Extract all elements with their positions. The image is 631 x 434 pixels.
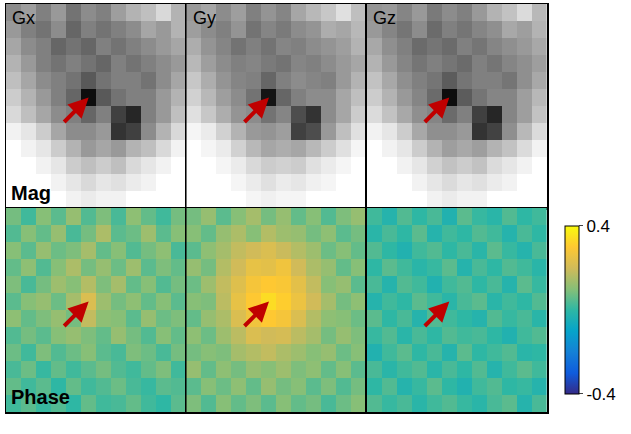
svg-text:0.4: 0.4 bbox=[586, 217, 610, 236]
svg-text:Gy: Gy bbox=[193, 8, 216, 28]
svg-text:Phase: Phase bbox=[11, 386, 70, 408]
svg-text:Gz: Gz bbox=[373, 8, 396, 28]
svg-text:Gx: Gx bbox=[12, 8, 35, 28]
svg-text:Mag: Mag bbox=[11, 182, 51, 204]
svg-text:-0.4: -0.4 bbox=[586, 385, 615, 404]
